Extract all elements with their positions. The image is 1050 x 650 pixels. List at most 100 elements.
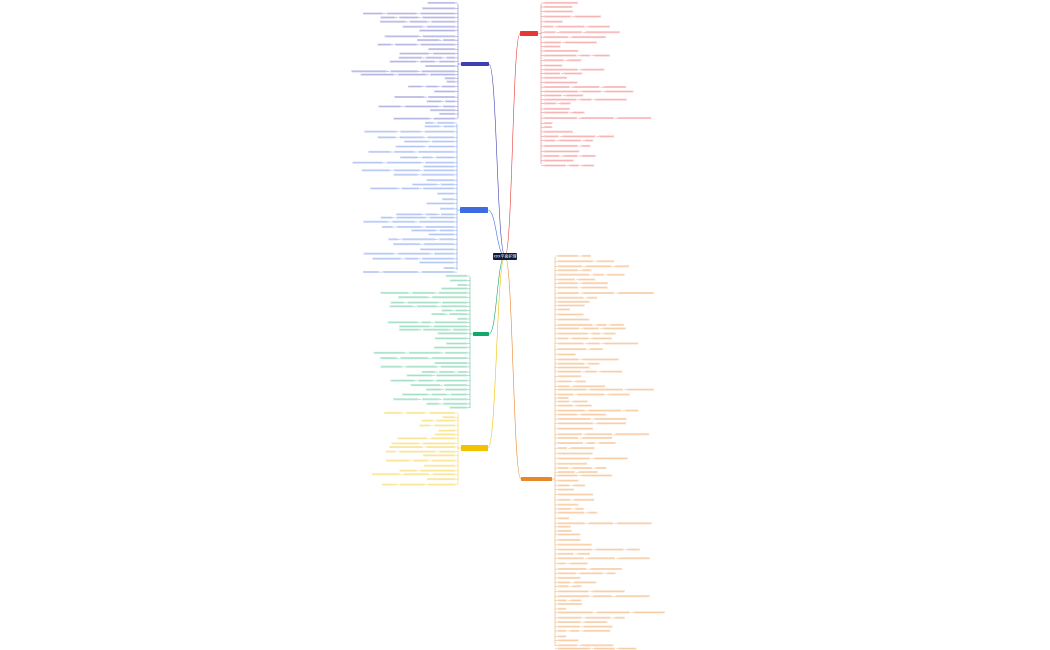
leaf-node bbox=[557, 533, 581, 536]
leaf-text bbox=[589, 522, 613, 524]
leaf-node bbox=[396, 216, 426, 219]
leaf-node bbox=[597, 422, 627, 425]
leaf-node bbox=[401, 238, 436, 241]
leaf-node bbox=[578, 278, 596, 281]
leaf-node bbox=[584, 139, 594, 142]
leaf-text bbox=[423, 35, 455, 37]
leaf-text bbox=[442, 310, 451, 311]
leaf-node bbox=[434, 362, 468, 365]
leaf-node bbox=[557, 572, 577, 575]
leaf-text bbox=[381, 217, 392, 219]
leaf-node bbox=[430, 73, 456, 76]
leaf-text bbox=[426, 446, 455, 448]
leaf-node bbox=[575, 507, 584, 510]
leaf-text bbox=[618, 292, 654, 294]
leaf-node bbox=[557, 639, 579, 642]
leaf-text bbox=[428, 136, 454, 138]
leaf-text bbox=[400, 53, 429, 54]
leaf-text bbox=[420, 13, 455, 14]
branch-box bbox=[473, 332, 489, 336]
leaf-text bbox=[558, 422, 593, 424]
leaf-text bbox=[616, 433, 649, 435]
leaf-node bbox=[607, 273, 625, 276]
leaf-text bbox=[394, 174, 417, 176]
leaf-node bbox=[395, 145, 425, 148]
leaf-text bbox=[544, 46, 560, 47]
leaf-node bbox=[431, 357, 468, 360]
leaf-text bbox=[573, 112, 584, 113]
leaf-text bbox=[364, 221, 388, 223]
leaf-text bbox=[558, 600, 567, 601]
leaf-text bbox=[578, 394, 605, 395]
leaf-node bbox=[422, 187, 455, 190]
leaf-node bbox=[439, 229, 455, 232]
leaf-node bbox=[557, 427, 593, 430]
leaf-text bbox=[438, 332, 467, 334]
leaf-text bbox=[423, 455, 455, 456]
leaf-node bbox=[543, 126, 553, 129]
leaf-node bbox=[446, 342, 468, 345]
leaf-text bbox=[558, 458, 590, 459]
leaf-text bbox=[380, 21, 405, 23]
leaf-node bbox=[445, 100, 456, 103]
leaf-node bbox=[573, 484, 586, 487]
leaf-text bbox=[616, 265, 629, 267]
leaf-text bbox=[582, 287, 607, 288]
leaf-node bbox=[559, 139, 582, 142]
leaf-node bbox=[396, 225, 422, 228]
leaf-text bbox=[558, 314, 583, 315]
leaf-text bbox=[544, 103, 556, 104]
leaf-node bbox=[434, 433, 456, 436]
leaf-text bbox=[444, 126, 454, 127]
leaf-node bbox=[424, 125, 440, 128]
leaf-node bbox=[557, 484, 570, 487]
leaf-node bbox=[432, 52, 456, 55]
leaf-node bbox=[543, 49, 579, 52]
leaf-text bbox=[544, 6, 572, 8]
leaf-node bbox=[588, 25, 610, 28]
leaf-node bbox=[557, 296, 584, 299]
leaf-node bbox=[434, 337, 468, 340]
leaf-text bbox=[558, 26, 585, 28]
leaf-text bbox=[391, 302, 404, 303]
leaf-node bbox=[426, 179, 455, 182]
leaf-text bbox=[399, 326, 429, 327]
leaf-node bbox=[438, 429, 456, 432]
leaf-text bbox=[441, 213, 454, 215]
leaf-node bbox=[543, 64, 563, 67]
leaf-text bbox=[577, 405, 592, 406]
leaf-text bbox=[439, 61, 455, 62]
leaf-node bbox=[543, 36, 569, 39]
leaf-node bbox=[574, 581, 597, 584]
leaf-text bbox=[420, 262, 454, 263]
leaf-node bbox=[427, 478, 456, 481]
leaf-text bbox=[570, 563, 588, 564]
leaf-node bbox=[557, 552, 574, 555]
leaf-text bbox=[558, 324, 593, 326]
leaf-node bbox=[563, 154, 578, 157]
leaf-node bbox=[557, 442, 584, 444]
leaf-node bbox=[425, 213, 438, 216]
leaf-node bbox=[557, 603, 583, 605]
leaf-node bbox=[381, 483, 397, 486]
leaf-text bbox=[361, 74, 394, 75]
branch-link bbox=[504, 255, 522, 480]
leaf-node bbox=[543, 98, 577, 101]
leaf-text bbox=[544, 11, 573, 12]
leaf-node bbox=[426, 100, 442, 103]
leaf-text bbox=[558, 485, 570, 486]
leaf-node bbox=[380, 357, 397, 360]
leaf-node bbox=[431, 20, 456, 23]
leaf-text bbox=[594, 648, 615, 649]
leaf-text bbox=[453, 329, 467, 331]
leaf-text bbox=[581, 99, 592, 101]
leaf-node bbox=[587, 557, 616, 560]
leaf-text bbox=[447, 81, 455, 83]
leaf-text bbox=[412, 184, 437, 185]
leaf-node bbox=[607, 572, 616, 575]
leaf-node bbox=[581, 644, 614, 647]
leaf-text bbox=[444, 384, 467, 386]
leaf-node bbox=[433, 117, 456, 120]
leaf-node bbox=[427, 136, 455, 139]
leaf-text bbox=[558, 526, 571, 528]
